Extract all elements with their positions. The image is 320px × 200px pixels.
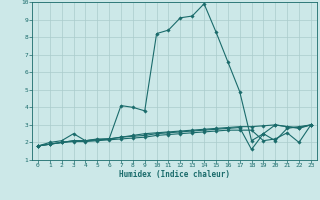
X-axis label: Humidex (Indice chaleur): Humidex (Indice chaleur) [119,170,230,179]
